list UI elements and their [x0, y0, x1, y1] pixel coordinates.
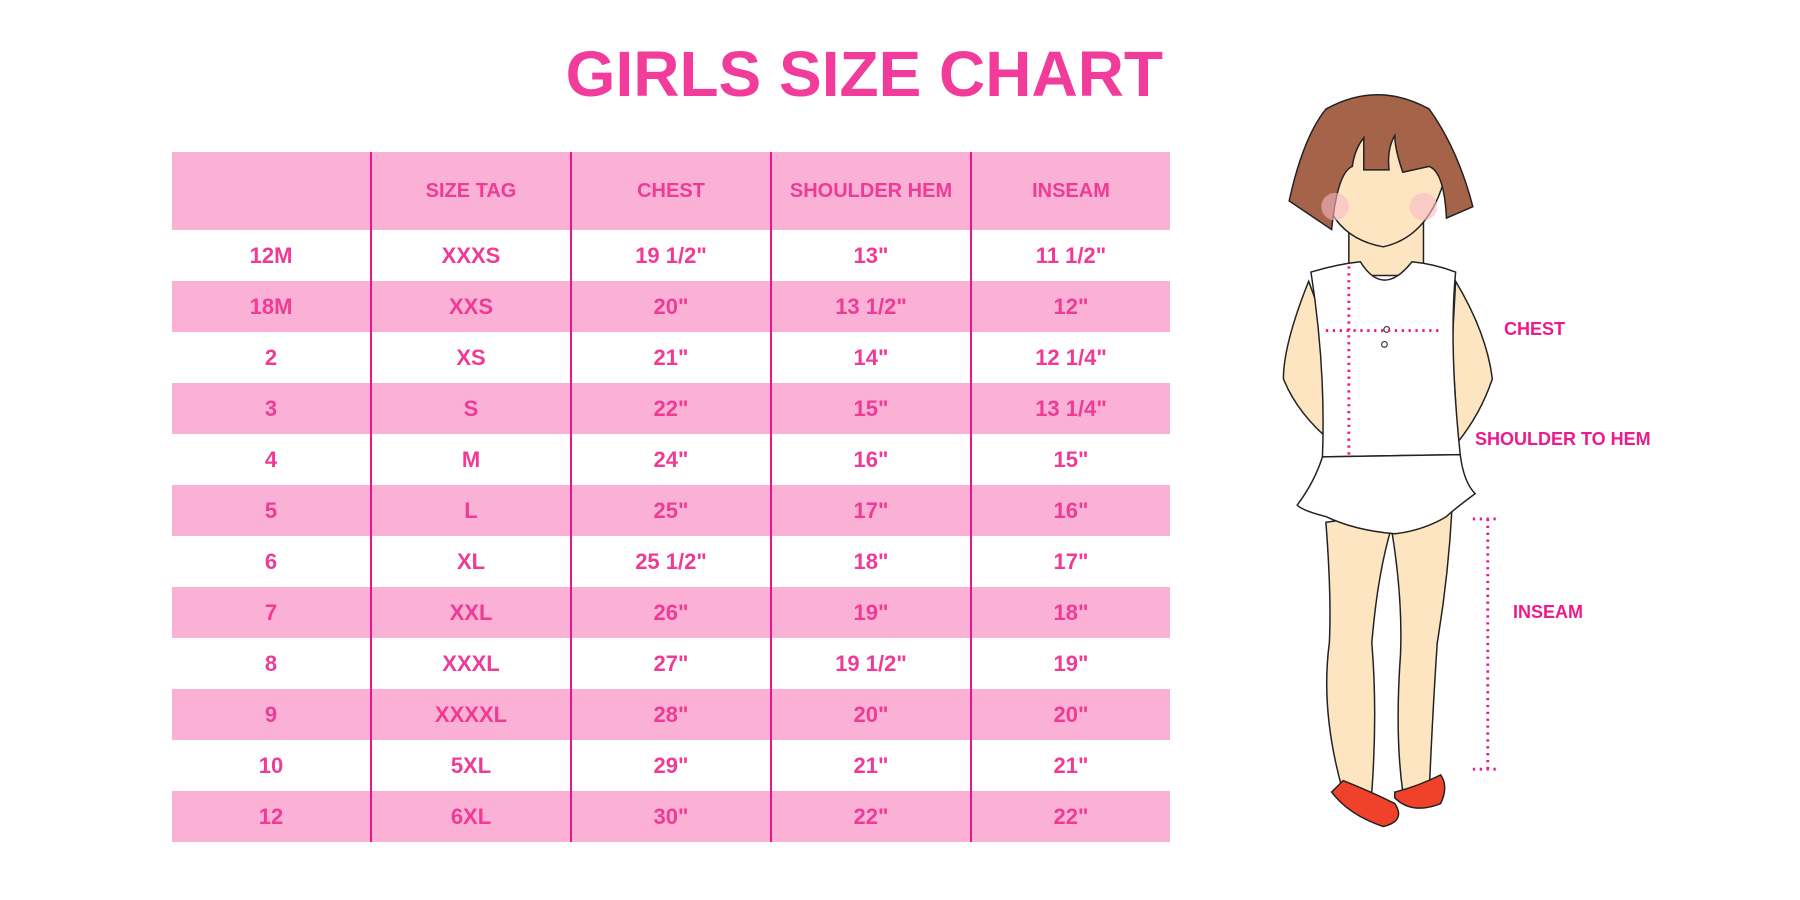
table-cell: 20" — [970, 689, 1170, 740]
table-row: 12M XXXS 19 1/2" 13" 11 1/2" — [172, 230, 1170, 281]
table-cell: 20" — [570, 281, 771, 332]
button — [1380, 340, 1388, 348]
table-row: 18M XXS 20" 13 1/2" 12" — [172, 281, 1170, 332]
table-cell: 21" — [970, 740, 1170, 791]
table-cell: 6XL — [370, 791, 571, 842]
top-garment — [1310, 260, 1462, 458]
table-cell: XXS — [370, 281, 571, 332]
table-cell: 15" — [770, 383, 971, 434]
table-cell: XXXS — [370, 230, 571, 281]
table-cell: 19" — [970, 638, 1170, 689]
table-cell: 29" — [570, 740, 771, 791]
table-cell: 18M — [249, 293, 293, 319]
table-row: 12 6XL 30" 22" 22" — [172, 791, 1170, 842]
table-cell: 19 1/2" — [570, 230, 771, 281]
table-row: 9 XXXXL 28" 20" 20" — [172, 689, 1170, 740]
table-cell: 9 — [264, 701, 278, 727]
table-cell: 19" — [770, 587, 971, 638]
table-cell: 25" — [570, 485, 771, 536]
size-chart-table: SIZE TAG CHEST SHOULDER HEM INSEAM 12M XXXS 1… — [172, 152, 1170, 842]
table-cell: 5 — [264, 497, 278, 523]
cheek-blush — [1321, 192, 1349, 221]
table-cell: 30" — [570, 791, 771, 842]
table-row: 2 XS 21" 14" 12 1/4" — [172, 332, 1170, 383]
table-row: 6 XL 25 1/2" 18" 17" — [172, 536, 1170, 587]
table-row: 8 XXXL 27" 19 1/2" 19" — [172, 638, 1170, 689]
table-cell: 13 1/4" — [970, 383, 1170, 434]
table-cell: S — [370, 383, 571, 434]
legs — [1325, 504, 1453, 793]
table-cell: 28" — [570, 689, 771, 740]
table-row: 3 S 22" 15" 13 1/4" — [172, 383, 1170, 434]
table-cell: L — [370, 485, 571, 536]
table-cell: 27" — [570, 638, 771, 689]
table-cell: XL — [370, 536, 571, 587]
table-cell: 18" — [770, 536, 971, 587]
table-header-row: SIZE TAG CHEST SHOULDER HEM INSEAM — [172, 152, 1170, 230]
table-row: 7 XXL 26" 19" 18" — [172, 587, 1170, 638]
table-cell: 5XL — [370, 740, 571, 791]
table-cell: XXXXL — [370, 689, 571, 740]
table-cell: 17" — [770, 485, 971, 536]
cheek-blush — [1409, 192, 1438, 221]
column-header: SIZE TAG — [370, 152, 571, 230]
column-header: SHOULDER HEM — [770, 152, 971, 230]
bloomers — [1296, 453, 1477, 535]
table-cell: 17" — [970, 536, 1170, 587]
table-cell: 22" — [770, 791, 971, 842]
shoes — [1330, 773, 1446, 828]
table-cell: 15" — [970, 434, 1170, 485]
table-cell: 6 — [264, 548, 278, 574]
table-row: 4 M 24" 16" 15" — [172, 434, 1170, 485]
table-cell: 16" — [770, 434, 971, 485]
table-cell: 14" — [770, 332, 971, 383]
table-cell: 12" — [970, 281, 1170, 332]
table-cell: 25 1/2" — [570, 536, 771, 587]
inseam-label: INSEAM — [1513, 602, 1584, 622]
table-cell: 18" — [970, 587, 1170, 638]
table-row: 10 5XL 29" 21" 21" — [172, 740, 1170, 791]
table-cell: 26" — [570, 587, 771, 638]
column-header: CHEST — [570, 152, 771, 230]
table-cell: 13 1/2" — [770, 281, 971, 332]
table-cell: 24" — [570, 434, 771, 485]
table-cell: XXL — [370, 587, 571, 638]
table-cell: 22" — [970, 791, 1170, 842]
table-row: 5 L 25" 17" 16" — [172, 485, 1170, 536]
table-cell: 20" — [770, 689, 971, 740]
table-cell: 12 1/4" — [970, 332, 1170, 383]
table-cell: 4 — [264, 446, 278, 472]
table-cell: 10 — [258, 752, 284, 778]
table-cell: XXXL — [370, 638, 571, 689]
table-cell: 21" — [570, 332, 771, 383]
table-cell: 22" — [570, 383, 771, 434]
table-cell: 19 1/2" — [770, 638, 971, 689]
table-cell: 21" — [770, 740, 971, 791]
shoulder-to-hem-label: SHOULDER TO HEM — [1475, 429, 1651, 449]
page-title: GIRLS SIZE CHART — [565, 38, 1163, 110]
table-cell: 7 — [264, 599, 278, 625]
table-cell: 11 1/2" — [970, 230, 1170, 281]
table-cell: 2 — [264, 344, 278, 370]
table-cell: 13" — [770, 230, 971, 281]
table-cell: XS — [370, 332, 571, 383]
table-cell: 8 — [264, 650, 278, 676]
chest-label: CHEST — [1504, 319, 1566, 339]
table-cell: 3 — [264, 395, 278, 421]
table-cell: 16" — [970, 485, 1170, 536]
table-cell: 12M — [249, 242, 293, 268]
table-cell: M — [370, 434, 571, 485]
table-cell: 12 — [258, 803, 284, 829]
column-header: INSEAM — [970, 152, 1170, 230]
